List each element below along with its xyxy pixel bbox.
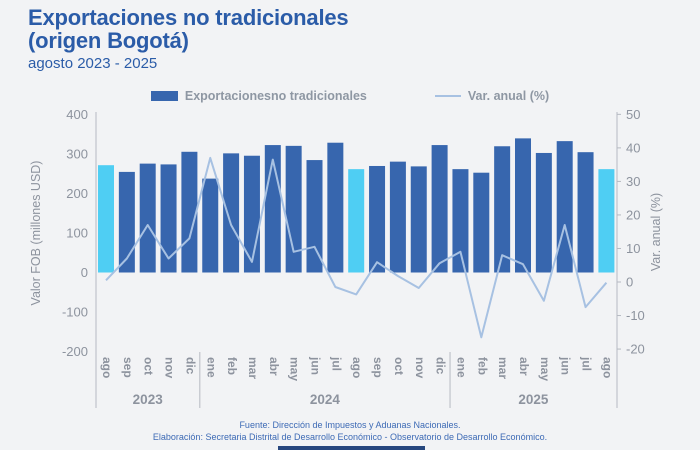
legend-line-label: Var. anual (%) <box>467 89 550 103</box>
x-tick-label-jul-2024: jul <box>329 356 343 371</box>
x-tick-label-jun-2025: jun <box>559 356 573 375</box>
line-swatch-icon <box>434 95 461 97</box>
bar-sep-2023 <box>118 171 135 273</box>
bar-may-2025 <box>535 152 552 273</box>
bar-dic-2023 <box>181 151 198 273</box>
title-block: Exportaciones no tradicionales (origen B… <box>28 5 349 73</box>
bar-ene-2024 <box>202 178 219 273</box>
x-tick-label-mar-2025: mar <box>496 357 510 379</box>
var-anual-line <box>105 156 608 339</box>
right-axis-title: Var. anual (%) <box>649 193 663 271</box>
right-axis-tick-label: -10 <box>626 308 645 323</box>
bar-jun-2025 <box>556 141 573 273</box>
right-axis-tick-label: 30 <box>626 174 640 189</box>
right-axis-tick-label: 50 <box>626 107 640 122</box>
x-tick-label-oct-2024: oct <box>392 357 406 375</box>
x-tick-label-ene-2025: ene <box>454 357 468 378</box>
right-axis-tick-label: 40 <box>626 140 640 155</box>
footer-elaboration-line: Elaboración: Secretaria Distrital de Des… <box>152 432 548 443</box>
right-axis-tick-label: 10 <box>626 241 640 256</box>
x-tick-label-nov-2023: nov <box>163 357 177 379</box>
bar-ago-2024 <box>348 169 365 273</box>
source-footer: Fuente: Dirección de Impuestos y Aduanas… <box>0 419 700 443</box>
x-tick-label-dic-2024: dic <box>434 357 448 375</box>
x-tick-label-mar-2024: mar <box>246 357 260 379</box>
bar-dic-2024 <box>431 145 448 273</box>
left-axis-title: Valor FOB (millones USD) <box>29 161 43 306</box>
x-tick-label-nov-2024: nov <box>413 357 427 379</box>
left-axis-tick-label: 200 <box>66 186 88 201</box>
left-axis-tick-label: 300 <box>66 147 88 162</box>
bar-feb-2024 <box>223 153 240 273</box>
x-tick-label-jun-2024: jun <box>309 356 323 375</box>
x-tick-label-ago-2025: ago <box>600 357 614 378</box>
left-axis-tick-label: -100 <box>62 304 88 319</box>
bar-nov-2023 <box>160 164 177 273</box>
bar-sep-2024 <box>369 165 386 273</box>
x-tick-label-dic-2023: dic <box>183 357 197 375</box>
x-tick-label-jul-2025: jul <box>580 356 594 371</box>
x-tick-label-sep-2024: sep <box>371 357 385 378</box>
bar-ago-2023 <box>98 165 114 273</box>
right-axis-tick-label: -20 <box>626 342 645 357</box>
right-axis-tick-label: 0 <box>626 275 633 290</box>
bar-swatch-icon <box>150 91 178 101</box>
year-label-2025: 2025 <box>518 392 549 407</box>
page-title-line1: Exportaciones no tradicionales <box>28 5 349 30</box>
bar-ago-2025 <box>598 169 615 273</box>
year-label-2023: 2023 <box>133 392 164 407</box>
bar-oct-2023 <box>139 163 156 273</box>
bar-mar-2024 <box>243 155 260 273</box>
legend-bars-label: Exportacionesno tradicionales <box>184 89 367 103</box>
left-axis-tick-label: 100 <box>66 226 88 241</box>
right-axis-tick-label: 20 <box>626 207 640 222</box>
bar-jun-2024 <box>306 160 323 273</box>
x-tick-label-oct-2023: oct <box>142 357 156 375</box>
bar-may-2024 <box>285 145 302 273</box>
bar-mar-2025 <box>494 146 511 273</box>
x-tick-label-feb-2025: feb <box>475 357 489 375</box>
bar-oct-2024 <box>389 161 406 273</box>
left-axis-tick-label: 0 <box>81 265 88 280</box>
left-axis-tick-label: -200 <box>62 344 88 359</box>
left-axis-tick-label: 400 <box>66 107 88 122</box>
x-tick-label-feb-2024: feb <box>225 357 239 375</box>
page-subtitle: agosto 2023 - 2025 <box>28 55 158 73</box>
legend-item-bars: Exportacionesno tradicionales <box>150 89 367 103</box>
x-tick-label-abr-2024: abr <box>267 357 281 376</box>
x-tick-label-may-2025: may <box>538 357 552 381</box>
x-tick-label-ago-2024: ago <box>350 357 364 378</box>
x-tick-label-ago-2023: ago <box>100 357 114 378</box>
footer-source-line: Fuente: Dirección de Impuestos y Aduanas… <box>239 420 461 430</box>
x-tick-label-sep-2023: sep <box>121 357 135 378</box>
bar-jul-2024 <box>327 142 344 273</box>
x-tick-label-ene-2024: ene <box>204 357 218 378</box>
legend-item-line: Var. anual (%) <box>434 89 550 103</box>
bar-nov-2024 <box>410 166 427 273</box>
page-title-line2: (origen Bogotá) <box>28 28 189 54</box>
x-tick-label-may-2024: may <box>288 357 302 381</box>
bar-feb-2025 <box>473 172 490 273</box>
bar-jul-2025 <box>577 152 594 273</box>
year-label-2024: 2024 <box>310 392 341 407</box>
bar-ene-2025 <box>452 169 469 273</box>
legend: Exportacionesno tradicionales Var. anual… <box>0 86 700 106</box>
x-tick-label-abr-2025: abr <box>517 357 531 376</box>
bar-abr-2025 <box>515 138 531 273</box>
bottom-accent-bar <box>278 446 425 450</box>
